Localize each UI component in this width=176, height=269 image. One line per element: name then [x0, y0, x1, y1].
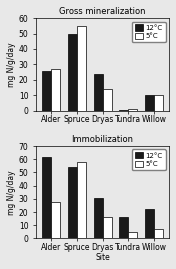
Bar: [128, 109, 137, 111]
Y-axis label: mg N/g/day: mg N/g/day: [7, 170, 16, 215]
Bar: [51, 69, 60, 111]
Bar: [145, 95, 154, 111]
Bar: [154, 229, 163, 239]
Bar: [42, 157, 51, 239]
Bar: [128, 232, 137, 239]
Legend: 12°C, 5°C: 12°C, 5°C: [132, 150, 166, 170]
Bar: [77, 162, 86, 239]
Bar: [42, 70, 51, 111]
Title: Gross mineralization: Gross mineralization: [59, 7, 146, 16]
Bar: [94, 74, 103, 111]
Bar: [94, 197, 103, 239]
Bar: [103, 89, 112, 111]
Bar: [77, 26, 86, 111]
Bar: [119, 110, 128, 111]
Bar: [103, 217, 112, 239]
Bar: [154, 95, 163, 111]
Title: Immobilization: Immobilization: [72, 135, 134, 144]
Bar: [68, 34, 77, 111]
Bar: [51, 201, 60, 239]
Legend: 12°C, 5°C: 12°C, 5°C: [132, 22, 166, 42]
Bar: [119, 217, 128, 239]
Bar: [68, 167, 77, 239]
Y-axis label: mg N/g/day: mg N/g/day: [7, 42, 16, 87]
Bar: [145, 210, 154, 239]
